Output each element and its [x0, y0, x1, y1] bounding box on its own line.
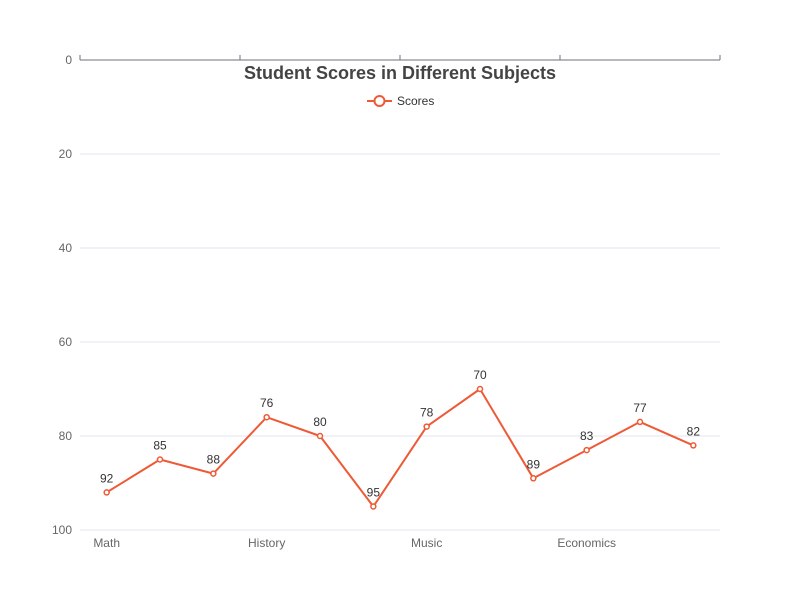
- data-label: 89: [527, 457, 541, 471]
- series-layer: [103, 385, 697, 510]
- y-axis-labels: 0 20 40 60 80 100: [52, 53, 72, 537]
- data-label: 80: [313, 415, 327, 429]
- grid-layer: [80, 153, 720, 531]
- chart-title: Student Scores in Different Subjects: [244, 63, 556, 83]
- data-point[interactable]: [690, 442, 697, 449]
- data-point[interactable]: [423, 423, 430, 430]
- data-labels: 92 85 88 76 80 95 78 70 89 83 77 82: [100, 368, 700, 500]
- x-tick-label: Music: [411, 536, 442, 550]
- x-axis-labels: Math History Music Economics: [93, 536, 616, 550]
- legend-label: Scores: [397, 94, 434, 108]
- data-point[interactable]: [156, 456, 164, 463]
- data-point[interactable]: [583, 446, 590, 454]
- y-tick-label: 40: [59, 241, 73, 255]
- data-point[interactable]: [210, 470, 217, 477]
- y-tick-label: 100: [52, 523, 72, 537]
- data-label: 92: [100, 471, 114, 485]
- x-tick-label: Math: [93, 536, 120, 550]
- y-tick-label: 60: [59, 335, 73, 349]
- y-tick-label: 20: [59, 147, 73, 161]
- data-label: 83: [580, 429, 594, 443]
- y-tick-label: 0: [65, 53, 72, 67]
- data-point[interactable]: [103, 489, 110, 496]
- axis-layer: [79, 55, 721, 61]
- data-label: 76: [260, 396, 274, 410]
- y-tick-label: 80: [59, 429, 73, 443]
- data-label: 78: [420, 406, 434, 420]
- data-point[interactable]: [263, 413, 270, 421]
- data-label: 70: [473, 368, 487, 382]
- data-label: 77: [633, 401, 647, 415]
- data-label: 95: [367, 486, 381, 500]
- data-label: 82: [687, 424, 701, 438]
- data-point[interactable]: [316, 432, 324, 440]
- data-point[interactable]: [530, 475, 537, 482]
- data-label: 88: [207, 453, 221, 467]
- x-tick-label: Economics: [557, 536, 616, 550]
- x-tick-label: History: [248, 536, 285, 550]
- series-line: [106, 388, 694, 508]
- data-point[interactable]: [476, 385, 484, 393]
- data-point[interactable]: [370, 503, 377, 510]
- legend-marker-icon: [373, 95, 386, 107]
- data-point[interactable]: [636, 418, 644, 426]
- data-label: 85: [153, 439, 167, 453]
- x-axis-ticks: [79, 55, 721, 60]
- legend-scores[interactable]: Scores: [367, 94, 434, 108]
